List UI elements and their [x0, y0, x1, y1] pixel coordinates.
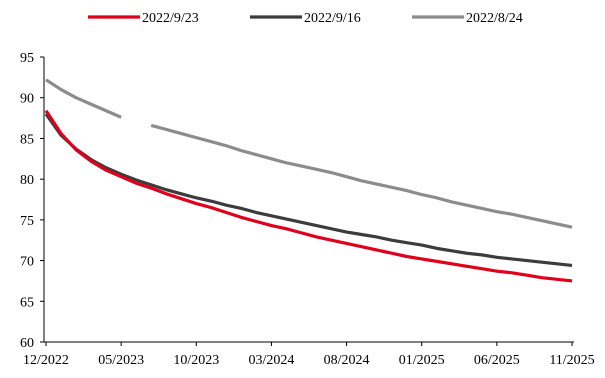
y-axis-ticks: 60 65 70 75 80 85 90 95: [20, 51, 44, 351]
series-line: [45, 78, 573, 229]
x-axis-ticks: 12/2022 05/2023 10/2023 03/2024 08/2024 01/20…: [23, 342, 595, 368]
y-tick-label: 75: [20, 214, 34, 229]
x-tick-label: 11/2025: [549, 353, 594, 368]
y-tick-label: 70: [20, 255, 34, 270]
x-tick-label: 12/2022: [23, 353, 69, 368]
y-tick-label: 90: [20, 92, 34, 107]
series-line: [44, 109, 573, 283]
x-tick-label: 06/2025: [474, 353, 520, 368]
series-lines: [44, 78, 573, 283]
legend: 2022/9/23 2022/9/16 2022/8/24: [88, 11, 523, 26]
legend-label: 2022/9/16: [304, 11, 361, 26]
chart-axes: [43, 57, 574, 343]
legend-label: 2022/9/23: [142, 11, 199, 26]
x-tick-label: 10/2023: [173, 353, 219, 368]
y-tick-label: 95: [20, 51, 34, 66]
x-tick-label: 03/2024: [248, 353, 294, 368]
y-tick-label: 85: [20, 132, 34, 147]
y-tick-label: 60: [20, 336, 34, 351]
x-tick-label: 01/2025: [399, 353, 445, 368]
legend-label: 2022/8/24: [466, 11, 523, 26]
series-line: [44, 113, 573, 268]
y-tick-label: 65: [20, 295, 34, 310]
y-tick-label: 80: [20, 173, 34, 188]
x-tick-label: 05/2023: [98, 353, 144, 368]
x-tick-label: 08/2024: [324, 353, 370, 368]
